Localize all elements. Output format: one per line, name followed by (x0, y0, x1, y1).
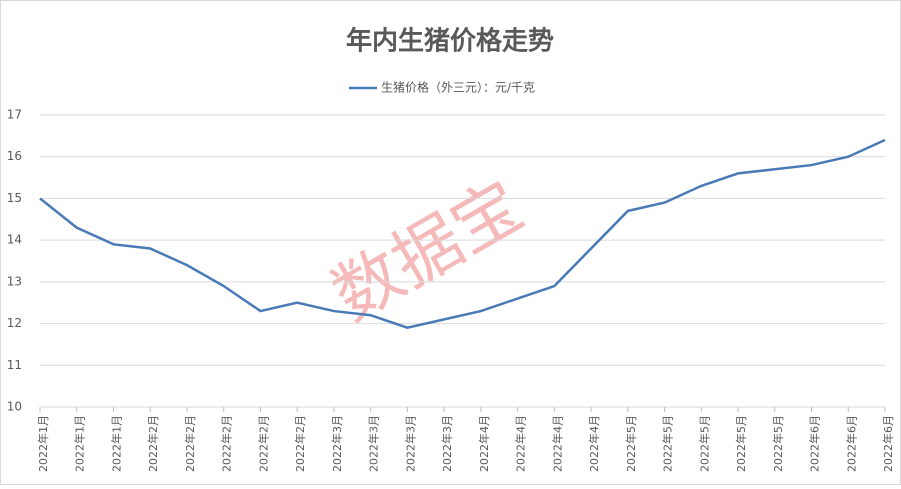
x-tick-label: 2022年4月 (587, 415, 601, 472)
x-tick-label: 2022年2月 (256, 415, 270, 472)
x-tick-label: 2022年5月 (624, 415, 638, 472)
x-tick-label: 2022年2月 (183, 415, 197, 472)
x-tick-label: 2022年5月 (697, 415, 711, 472)
y-tick-label: 16 (7, 149, 22, 163)
x-tick-label: 2022年5月 (661, 415, 675, 472)
chart-title: 年内生猪价格走势 (346, 26, 554, 57)
x-tick-label: 2022年5月 (734, 415, 748, 472)
y-tick-label: 17 (7, 108, 22, 122)
y-tick-label: 15 (7, 191, 22, 205)
x-tick-label: 2022年5月 (771, 415, 785, 472)
x-tick-label: 2022年2月 (220, 415, 234, 472)
y-tick-label: 11 (7, 358, 22, 372)
x-tick-label: 2022年4月 (550, 415, 564, 472)
x-tick-label: 2022年2月 (293, 415, 307, 472)
y-tick-label: 14 (7, 233, 22, 247)
x-tick-label: 2022年6月 (881, 415, 895, 472)
x-tick-label: 2022年3月 (330, 415, 344, 472)
legend-label: 生猪价格（外三元）：元/千克 (381, 80, 535, 95)
x-tick-label: 2022年4月 (477, 415, 491, 472)
x-tick-label: 2022年1月 (73, 415, 87, 472)
y-tick-label: 13 (7, 274, 22, 288)
y-tick-label: 10 (7, 400, 22, 414)
x-tick-label: 2022年1月 (109, 415, 123, 472)
x-tick-label: 2022年3月 (403, 415, 417, 472)
x-tick-label: 2022年3月 (440, 415, 454, 472)
x-tick-label: 2022年1月 (36, 415, 50, 472)
y-tick-label: 12 (7, 316, 22, 330)
x-tick-label: 2022年6月 (808, 415, 822, 472)
line (39, 138, 886, 330)
x-tick-label: 2022年3月 (367, 415, 381, 472)
x-tick-label: 2022年2月 (146, 415, 160, 472)
x-tick-label: 2022年6月 (844, 415, 858, 472)
x-tick-label: 2022年4月 (514, 415, 528, 472)
